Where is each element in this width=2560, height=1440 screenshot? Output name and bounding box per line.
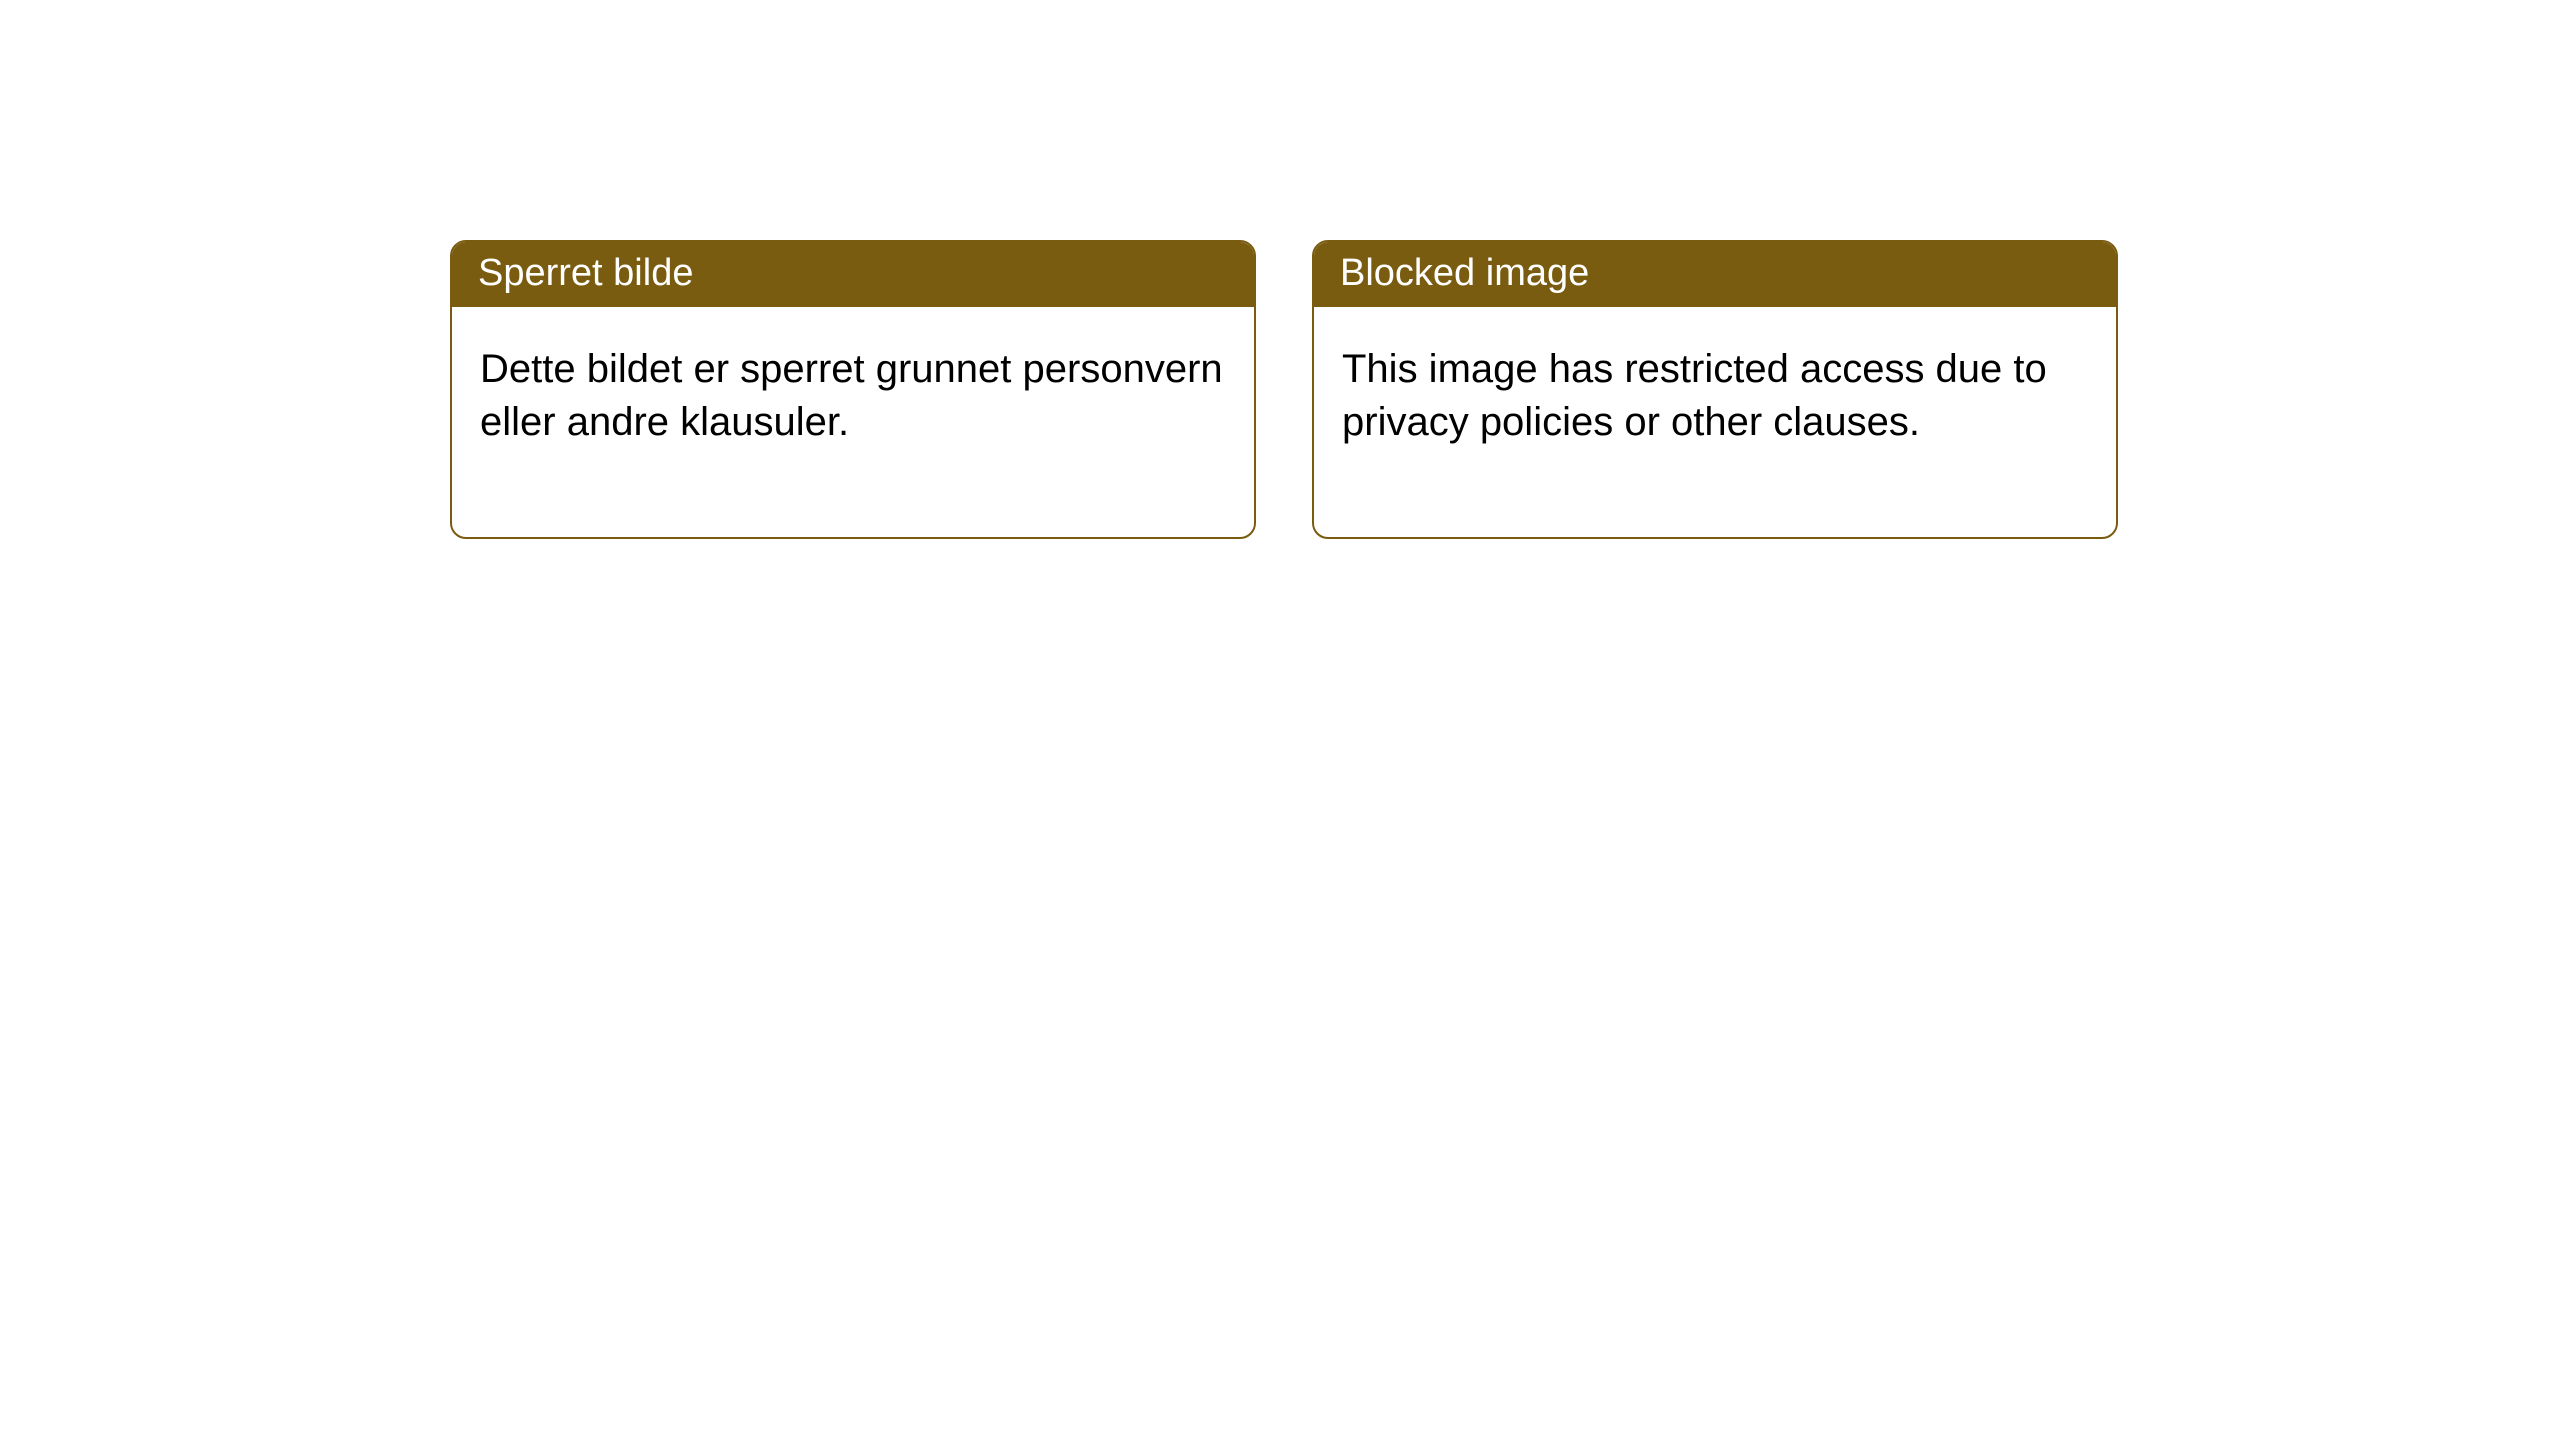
card-body-no: Dette bildet er sperret grunnet personve…: [452, 307, 1254, 537]
info-card-en: Blocked image This image has restricted …: [1312, 240, 2118, 539]
info-card-no: Sperret bilde Dette bildet er sperret gr…: [450, 240, 1256, 539]
card-header-en: Blocked image: [1314, 242, 2116, 307]
card-body-en: This image has restricted access due to …: [1314, 307, 2116, 537]
info-cards-container: Sperret bilde Dette bildet er sperret gr…: [450, 240, 2118, 539]
card-header-no: Sperret bilde: [452, 242, 1254, 307]
